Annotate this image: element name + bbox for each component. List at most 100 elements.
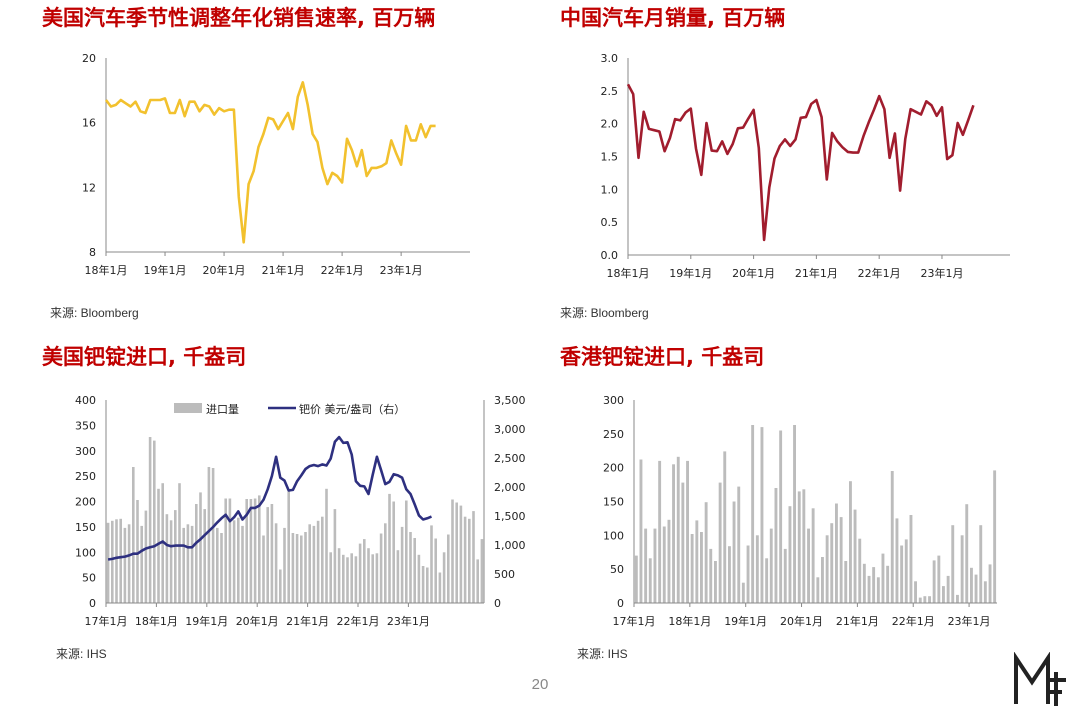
bar-us-import	[363, 539, 366, 603]
bar-hk-import	[755, 535, 759, 603]
y-tick-label: 150	[75, 521, 96, 534]
y-tick-label: 100	[603, 529, 624, 542]
bar-hk-import	[937, 555, 941, 603]
bar-us-import	[463, 516, 467, 603]
bar-us-import	[388, 493, 391, 603]
bar-us-import	[157, 488, 160, 603]
y-tick-label: 200	[603, 462, 624, 475]
bar-us-import	[459, 505, 463, 603]
bar-us-import	[442, 552, 446, 604]
x-tick-label: 22年1月	[858, 266, 901, 280]
x-tick-label: 21年1月	[262, 263, 305, 277]
bar-hk-import	[928, 596, 931, 603]
bar-us-import	[333, 509, 337, 603]
bar-us-import	[392, 501, 395, 603]
bar-hk-import	[965, 504, 969, 603]
bar-hk-import	[858, 538, 862, 603]
y2-tick-label: 1,000	[494, 539, 526, 552]
bar-us-import	[262, 535, 265, 603]
y-tick-label: 250	[603, 428, 624, 441]
y-tick-label: 2.5	[601, 85, 619, 98]
bar-hk-import	[839, 517, 843, 603]
bar-us-import	[421, 566, 425, 603]
bar-hk-import	[993, 470, 997, 603]
bar-us-import	[312, 525, 316, 603]
y2-tick-label: 500	[494, 568, 515, 581]
bar-us-import	[258, 495, 261, 603]
bar-hk-import	[904, 539, 908, 603]
x-tick-label: 18年1月	[85, 263, 128, 277]
bar-hk-import	[779, 430, 783, 603]
bar-hk-import	[807, 528, 810, 603]
bar-us-import	[316, 520, 320, 603]
bar-hk-import	[932, 560, 936, 603]
bar-us-import	[375, 553, 379, 603]
x-tick-label: 23年1月	[920, 266, 963, 280]
bar-us-import	[291, 533, 295, 603]
bar-us-import	[203, 509, 206, 603]
y-tick-label: 12	[82, 181, 96, 194]
legend-label-price: 钯价 美元/盎司（右）	[299, 402, 405, 416]
bar-hk-import	[648, 558, 652, 603]
bar-us-import	[148, 437, 152, 603]
x-tick-label: 21年1月	[286, 614, 329, 628]
x-tick-label: 17年1月	[85, 614, 128, 628]
bar-us-import	[350, 553, 353, 603]
bar-hk-import	[783, 548, 787, 603]
y-tick-label: 100	[75, 546, 96, 559]
y2-tick-label: 2,000	[494, 481, 526, 494]
bar-us-import	[119, 518, 122, 603]
bar-hk-import	[709, 548, 713, 603]
chart-title-china-auto-sales: 中国汽车月销量, 百万辆	[560, 6, 786, 30]
source-note-china-auto: 来源: Bloomberg	[560, 306, 649, 320]
bar-us-import	[325, 488, 328, 603]
y-tick-label: 8	[89, 246, 96, 259]
y2-tick-label: 2,500	[494, 452, 526, 465]
bar-hk-import	[774, 488, 778, 603]
bar-us-import	[237, 517, 240, 603]
bar-us-import	[182, 527, 185, 603]
bar-hk-import	[881, 553, 885, 603]
bar-us-import	[249, 499, 253, 603]
y-tick-label: 0	[89, 597, 96, 610]
x-tick-label: 20年1月	[236, 614, 279, 628]
bar-hk-import	[746, 545, 750, 603]
x-tick-label: 18年1月	[607, 266, 650, 280]
y-tick-label: 50	[82, 572, 96, 585]
x-tick-label: 21年1月	[795, 266, 838, 280]
bar-hk-import	[890, 471, 894, 603]
bar-hk-import	[760, 427, 764, 603]
bar-hk-import	[644, 528, 648, 603]
bar-hk-import	[895, 518, 899, 603]
bar-hk-import	[714, 561, 717, 603]
bar-us-import	[304, 532, 307, 603]
bar-hk-import	[909, 515, 913, 603]
bar-hk-import	[639, 459, 643, 603]
bar-us-import	[132, 467, 135, 603]
bar-hk-import	[983, 581, 987, 603]
bar-hk-import	[667, 519, 671, 603]
bar-us-import	[409, 532, 412, 603]
bar-us-import	[190, 525, 194, 603]
y-tick-label: 250	[75, 470, 96, 483]
bar-hk-import	[872, 567, 876, 603]
x-tick-label: 22年1月	[337, 614, 380, 628]
bar-us-import	[111, 520, 114, 603]
chart-title-hk-palladium-imports: 香港钯锭进口, 千盎司	[560, 345, 765, 369]
y2-tick-label: 1,500	[494, 510, 526, 523]
bar-us-import	[287, 491, 290, 603]
bar-hk-import	[844, 561, 848, 603]
bar-hk-import	[825, 535, 829, 603]
x-tick-label: 21年1月	[836, 614, 879, 628]
bar-hk-import	[700, 532, 703, 603]
y-tick-label: 1.5	[601, 151, 619, 164]
y-tick-label: 50	[610, 563, 624, 576]
bar-us-import	[178, 483, 181, 603]
bar-us-import	[232, 520, 236, 603]
bar-us-import	[472, 511, 475, 603]
bar-hk-import	[662, 526, 666, 603]
bar-us-import	[379, 533, 383, 603]
bar-hk-import	[723, 451, 727, 603]
bar-hk-import	[741, 582, 745, 603]
